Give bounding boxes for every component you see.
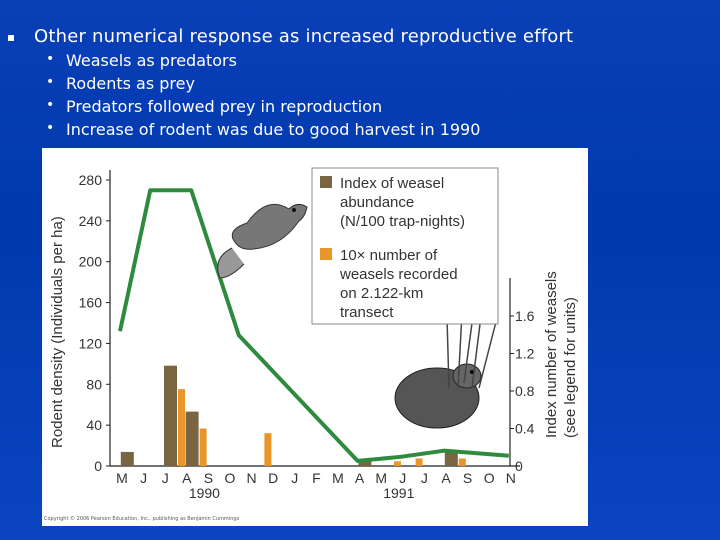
weasel-index-bar — [358, 459, 372, 466]
weasel-illustration — [217, 203, 308, 279]
weasel-index-bar — [120, 451, 134, 466]
x-month-label: O — [484, 470, 495, 486]
legend-label-line: (N/100 trap-nights) — [340, 213, 465, 230]
x-month-label: F — [312, 470, 321, 486]
legend-label-line: on 2.122-km — [340, 285, 423, 302]
y-left-tick-label: 40 — [86, 417, 102, 433]
x-month-label: N — [247, 470, 257, 486]
x-month-label: J — [421, 470, 428, 486]
legend-label-line: abundance — [340, 194, 414, 211]
x-month-label: J — [291, 470, 298, 486]
x-year-label: 1990 — [189, 485, 220, 501]
legend-label-line: 10× number of — [340, 247, 438, 264]
chart-figure: 0 40 80 120 160 200 240 280 0 0.4 0.8 1.2 1.6 Rodent … — [42, 148, 588, 526]
x-month-label: A — [182, 470, 192, 486]
legend-swatch — [320, 176, 332, 188]
x-month-label: J — [162, 470, 169, 486]
y-right-axis-label-2: (see legend for units) — [562, 297, 579, 438]
weasel-index-bar — [185, 411, 199, 466]
rodent-illustration — [394, 307, 498, 429]
dot-bullet-icon: • — [46, 74, 55, 90]
y-left-tick-label: 280 — [79, 172, 103, 188]
y-left-tick-label: 160 — [79, 295, 103, 311]
y-right-tick-label: 0.8 — [515, 383, 535, 399]
y-right-tick-label: 0.4 — [515, 421, 535, 437]
weasel-count-bar — [264, 433, 272, 466]
y-left-tick-label: 80 — [86, 376, 102, 392]
legend-swatch — [320, 248, 332, 260]
weasel-index-bar — [444, 451, 458, 466]
dot-bullet-icon: • — [46, 97, 55, 113]
y-left-axis-label: Rodent density (Individuals per ha) — [49, 216, 66, 448]
y-left-tick-label: 240 — [79, 213, 103, 229]
y-right-tick-label: 0 — [515, 458, 523, 474]
chart-svg: 0 40 80 120 160 200 240 280 0 0.4 0.8 1.2 1.6 Rodent … — [49, 167, 579, 501]
y-left-tick-label: 200 — [79, 254, 103, 270]
x-month-label: D — [268, 470, 278, 486]
legend-label-line: weasels recorded — [339, 266, 458, 283]
square-bullet-icon — [8, 35, 14, 41]
dot-bullet-icon: • — [46, 120, 55, 136]
x-month-label: J — [140, 470, 147, 486]
x-month-label: M — [375, 470, 387, 486]
x-month-label: A — [441, 470, 451, 486]
y-left-tick-label: 120 — [79, 335, 103, 351]
main-bullet-text: Other numerical response as increased re… — [34, 26, 574, 47]
dot-bullet-icon: • — [46, 51, 55, 67]
weasel-count-bar — [178, 389, 185, 466]
x-year-label: 1991 — [383, 485, 414, 501]
x-month-label: M — [116, 470, 128, 486]
x-month-label: S — [463, 470, 472, 486]
legend-label-line: transect — [340, 304, 394, 321]
y-right-tick-label: 1.2 — [515, 346, 535, 362]
weasel-count-bar — [199, 428, 207, 466]
legend-label-line: Index of weasel — [340, 175, 444, 192]
rodent-density-line — [118, 188, 509, 463]
weasel-count-bar — [458, 458, 466, 466]
copyright-text: Copyright © 2006 Pearson Education, Inc.… — [44, 516, 240, 522]
x-month-label: O — [225, 470, 236, 486]
legend-box — [311, 167, 499, 325]
x-month-label: N — [506, 470, 516, 486]
x-month-label: M — [332, 470, 344, 486]
x-month-label: A — [355, 470, 365, 486]
y-right-axis-label: Index number of weasels — [543, 271, 560, 438]
weasel-count-bar — [415, 458, 423, 466]
weasel-count-bar — [394, 461, 401, 466]
x-month-label: S — [204, 470, 213, 486]
x-month-label: J — [399, 470, 406, 486]
y-right-tick-label: 1.6 — [515, 308, 535, 324]
y-left-tick-label: 0 — [94, 458, 102, 474]
weasel-index-bar — [164, 365, 177, 466]
